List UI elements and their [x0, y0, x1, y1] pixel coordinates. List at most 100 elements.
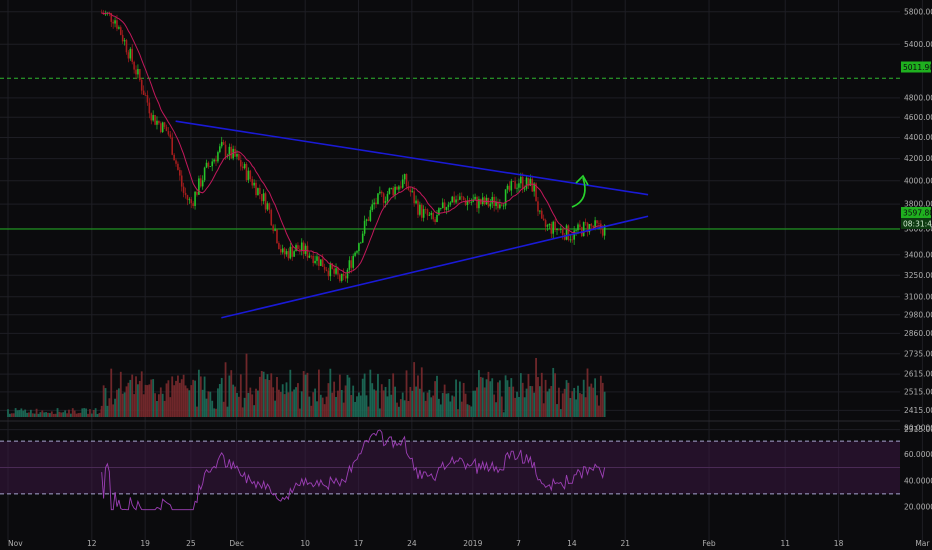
- volume-bar: [478, 370, 480, 417]
- volume-bar: [146, 385, 149, 417]
- candle: [584, 218, 587, 226]
- volume-bar: [258, 376, 261, 417]
- candle: [544, 218, 547, 232]
- volume-bar: [73, 410, 76, 417]
- candle: [480, 198, 482, 205]
- volume-bar: [304, 374, 307, 417]
- volume-bar: [157, 394, 160, 417]
- volume-bar: [237, 396, 240, 417]
- volume-bar: [498, 380, 501, 417]
- countdown-label: 08:31:47: [903, 220, 932, 229]
- volume-bar: [298, 408, 301, 417]
- candle: [569, 234, 572, 243]
- candle: [451, 195, 454, 203]
- volume-bar: [50, 411, 53, 417]
- candle: [190, 196, 193, 209]
- candle: [285, 248, 288, 257]
- candle: [495, 196, 497, 210]
- volume-bar: [266, 374, 269, 417]
- candle: [268, 202, 271, 214]
- candle: [179, 167, 181, 181]
- volume-bar: [476, 387, 478, 417]
- lower-trendline[interactable]: [221, 215, 649, 319]
- candle: [419, 201, 421, 217]
- candle: [508, 181, 511, 192]
- candle: [329, 261, 332, 282]
- candle: [276, 228, 278, 244]
- volume-bar: [491, 378, 494, 417]
- volume-bar: [96, 413, 99, 417]
- volume-bar: [205, 398, 208, 417]
- candle: [207, 161, 210, 169]
- volume-bar: [226, 406, 229, 417]
- breakout-arrow-icon[interactable]: [571, 174, 589, 208]
- volume-bar: [31, 413, 34, 417]
- volume-bar: [10, 413, 13, 417]
- volume-bar: [150, 379, 153, 417]
- volume-bar: [325, 396, 328, 417]
- candle: [358, 242, 360, 255]
- volume-bar: [559, 409, 562, 417]
- candle: [500, 203, 503, 207]
- time-axis[interactable]: Nov 12 19 25 Dec 10 17 24 2019 7 14 21 Feb 11 18 Mar: [8, 539, 930, 548]
- candle: [502, 203, 505, 210]
- price-tick-label: 2980.00: [904, 310, 932, 319]
- volume-bar: [487, 371, 490, 417]
- rsi-axis[interactable]: 80.0000 60.0000 40.0000 20.0000: [904, 424, 932, 512]
- triangle-trendlines[interactable]: [175, 120, 649, 319]
- candle: [510, 178, 513, 196]
- price-tick-label: 3400.00: [904, 250, 932, 259]
- volume-bar: [405, 370, 408, 417]
- volume-bar: [293, 389, 296, 417]
- volume-bar: [399, 399, 402, 417]
- volume-bar: [119, 371, 122, 417]
- volume-bar: [464, 393, 467, 417]
- volume-bar: [394, 386, 396, 417]
- candle: [310, 255, 313, 259]
- price-tick-label: 4200.00: [904, 154, 932, 163]
- candle: [274, 224, 276, 232]
- rsi-tick-label: 80.0000: [904, 424, 932, 433]
- candle: [148, 98, 151, 119]
- volume-bar: [451, 395, 454, 417]
- volume-bar: [335, 396, 337, 417]
- volume-bar: [243, 397, 246, 417]
- candle: [339, 273, 341, 283]
- candle: [213, 158, 215, 164]
- candle: [247, 167, 250, 184]
- candle: [441, 198, 444, 209]
- upper-trendline[interactable]: [175, 120, 649, 196]
- volume-bar: [504, 375, 507, 417]
- volume-bar: [439, 404, 442, 417]
- volume-bar: [569, 398, 572, 417]
- candle: [316, 254, 318, 266]
- candle: [230, 143, 233, 160]
- volume-bar: [460, 401, 463, 417]
- volume-bar: [352, 385, 355, 417]
- volume-bar: [519, 373, 522, 417]
- volume-bar: [22, 410, 25, 417]
- time-tick-label: 12: [87, 539, 97, 548]
- volume-bar: [43, 412, 46, 417]
- candle: [438, 207, 440, 216]
- volume-bar: [140, 371, 143, 417]
- volume-bar: [441, 393, 444, 417]
- candle: [491, 192, 494, 209]
- volume-bar: [199, 376, 202, 417]
- volume-bar: [588, 386, 591, 417]
- volume-bar: [363, 373, 366, 417]
- volume-bar: [319, 394, 322, 417]
- price-axis[interactable]: 5800.00 5400.00 4800.00 4600.00 4400.00 4200.…: [904, 7, 932, 434]
- candle: [401, 174, 404, 189]
- time-tick-label: 10: [300, 539, 310, 548]
- volume-bar: [142, 394, 145, 417]
- volume-bar: [218, 383, 221, 417]
- volume-bar: [274, 400, 276, 417]
- volume-bar: [127, 382, 130, 417]
- candlesticks: [100, 9, 606, 283]
- candle: [325, 267, 328, 272]
- candle: [321, 253, 324, 267]
- candle: [548, 223, 551, 230]
- volume-bar: [540, 372, 543, 417]
